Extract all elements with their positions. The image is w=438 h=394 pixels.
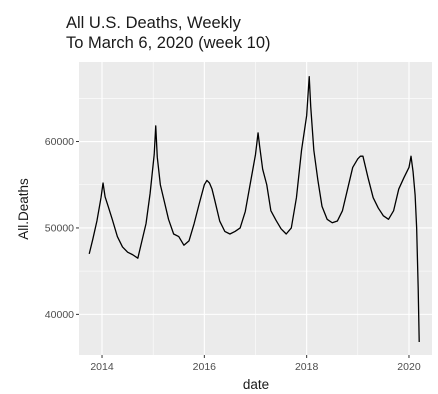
y-tick-label: 40000 xyxy=(45,309,74,321)
x-tick-label: 2014 xyxy=(90,361,114,373)
y-tick-label: 50000 xyxy=(45,222,74,234)
y-axis-title: All.Deaths xyxy=(16,178,31,240)
y-axis-ticks: 40000 50000 60000 xyxy=(45,136,79,321)
grid-minor xyxy=(79,62,432,355)
chart-subtitle: To March 6, 2020 (week 10) xyxy=(66,34,271,52)
x-axis-title: date xyxy=(243,377,269,392)
grid-major xyxy=(79,62,432,355)
chart-title: All U.S. Deaths, Weekly xyxy=(66,14,242,32)
x-tick-label: 2020 xyxy=(397,361,421,373)
series-line xyxy=(88,76,420,343)
y-tick-label: 60000 xyxy=(45,136,74,148)
x-tick-label: 2016 xyxy=(193,361,217,373)
x-tick-label: 2018 xyxy=(295,361,319,373)
series-layer xyxy=(88,76,420,343)
x-axis-ticks: 2014 2016 2018 2020 xyxy=(90,355,421,373)
